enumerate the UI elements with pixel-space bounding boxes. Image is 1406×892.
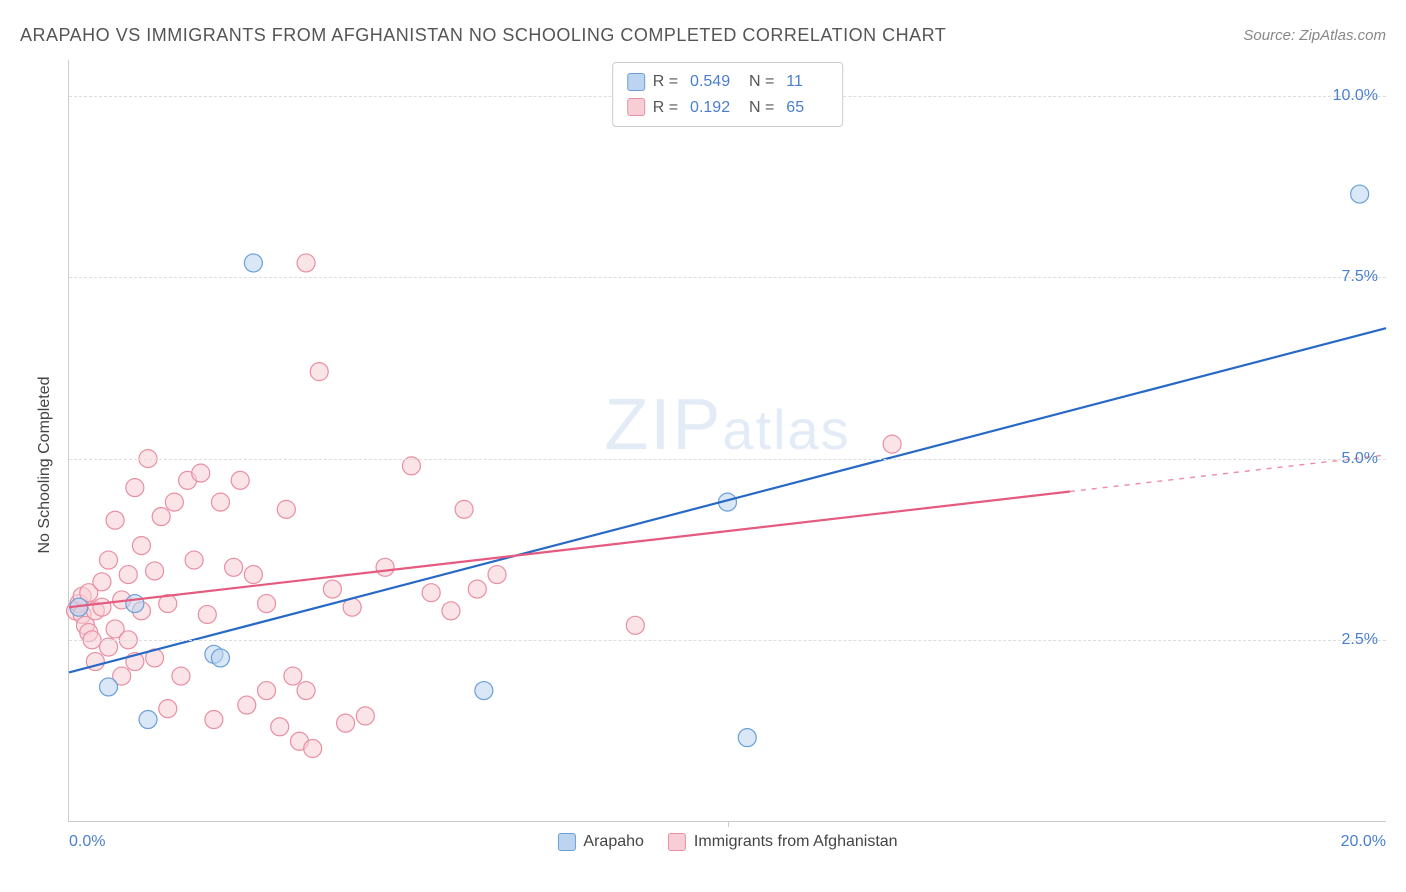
- swatch-series-1: [627, 73, 645, 91]
- legend-item-series-2: Immigrants from Afghanistan: [668, 833, 898, 851]
- correlation-legend: R =0.549 N =11 R =0.192 N =65: [612, 62, 844, 127]
- swatch-series-1-bottom: [557, 833, 575, 851]
- swatch-series-2: [627, 98, 645, 116]
- y-tick-label: 10.0%: [1333, 87, 1378, 105]
- y-tick-label: 2.5%: [1342, 631, 1378, 649]
- chart-area: No Schooling Completed ZIPatlas R =0.549…: [50, 60, 1386, 852]
- source-label: Source: ZipAtlas.com: [1243, 27, 1386, 44]
- legend-item-series-1: Arapaho: [557, 833, 644, 851]
- x-tick-label: 20.0%: [1341, 833, 1386, 851]
- scatter-plot: ZIPatlas R =0.549 N =11 R =0.192 N =65 A…: [68, 60, 1386, 822]
- chart-title: ARAPAHO VS IMMIGRANTS FROM AFGHANISTAN N…: [20, 25, 946, 46]
- y-axis-title: No Schooling Completed: [36, 377, 54, 554]
- y-tick-label: 5.0%: [1342, 450, 1378, 468]
- y-tick-label: 7.5%: [1342, 268, 1378, 286]
- legend-row-series-1: R =0.549 N =11: [627, 69, 829, 95]
- swatch-series-2-bottom: [668, 833, 686, 851]
- x-tick-label: 0.0%: [69, 833, 105, 851]
- plot-svg: [69, 60, 1386, 821]
- series-legend: Arapaho Immigrants from Afghanistan: [557, 833, 897, 851]
- legend-row-series-2: R =0.192 N =65: [627, 95, 829, 121]
- chart-header: ARAPAHO VS IMMIGRANTS FROM AFGHANISTAN N…: [20, 20, 1386, 50]
